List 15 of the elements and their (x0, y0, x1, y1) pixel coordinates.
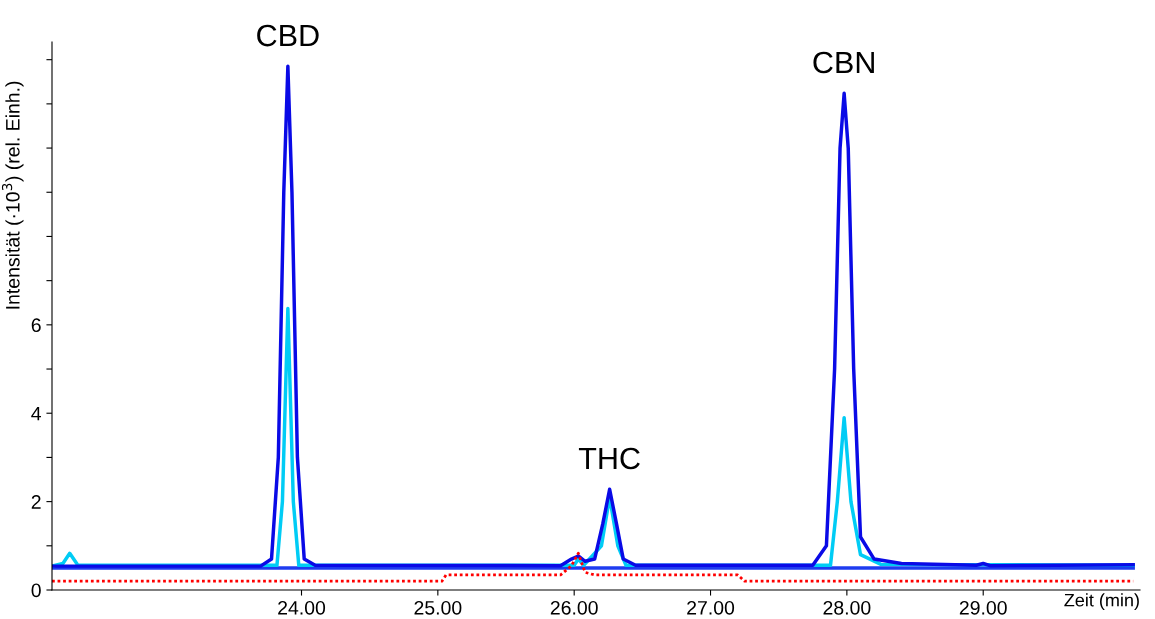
x-tick-label: 24.00 (278, 600, 326, 615)
annotation: THC (578, 447, 640, 470)
x-tick-label: 26.00 (550, 600, 598, 615)
y-axis-title: Intensität (·10$^{3}$) (rel. Einh.) (1, 81, 24, 309)
x-tick-label: 28.00 (823, 600, 871, 615)
x-tick-label: 27.00 (687, 600, 735, 615)
y-tick-label: 0 (31, 583, 41, 598)
x-tick-label: 29.00 (959, 600, 1007, 615)
x-axis-title: Zeit (min) (1064, 593, 1139, 611)
y-tick-label: 6 (31, 318, 41, 333)
annotation: CBN (813, 51, 874, 74)
x-tick-label: 25.00 (414, 600, 462, 615)
y-tick-label: 2 (31, 495, 41, 509)
y-tick-label: 4 (31, 406, 42, 421)
annotation: CBD (257, 24, 319, 47)
